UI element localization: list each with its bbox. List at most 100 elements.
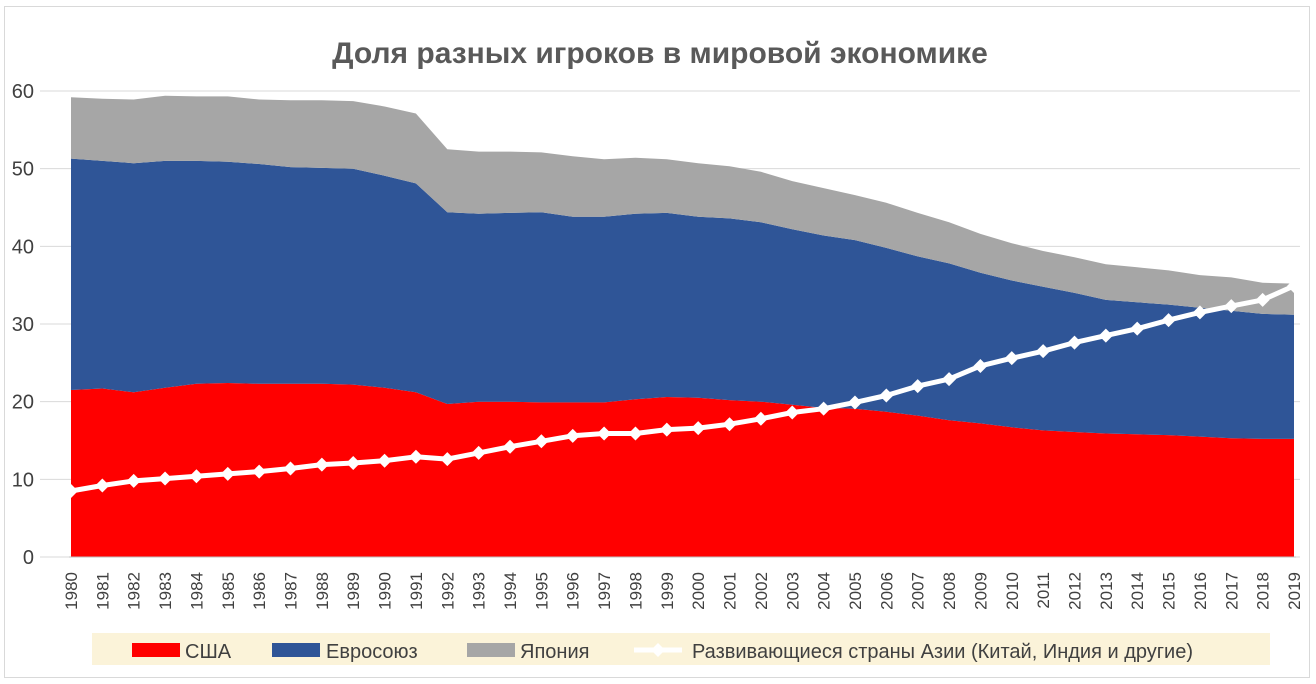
line-point-2000 — [691, 421, 706, 436]
area-series-2 — [71, 95, 1294, 315]
x-axis: 1980 1981 1982 1983 1984 1985 1986 1987 1988 1989… — [62, 556, 1304, 610]
x-tick-label: 2005 — [846, 572, 865, 610]
y-tick-label: 10 — [12, 469, 34, 491]
y-tick-label: 40 — [12, 236, 34, 258]
line-point-2017 — [1224, 299, 1239, 314]
y-tick-label: 0 — [23, 547, 34, 569]
legend-label-2: Япония — [520, 641, 589, 663]
line-series — [70, 283, 1296, 494]
line-point-2006 — [879, 388, 894, 403]
line-point-1989 — [346, 456, 361, 471]
x-tick-label: 1980 — [62, 572, 81, 610]
stacked-areas — [71, 95, 1294, 557]
x-tick-label: 2012 — [1065, 572, 1084, 610]
y-tick-label: 60 — [12, 81, 34, 103]
line-point-1995 — [534, 434, 549, 449]
legend-label-0: США — [185, 641, 232, 663]
line-point-1997 — [597, 426, 612, 441]
line-point-2008 — [942, 372, 957, 387]
line-point-2009 — [973, 358, 988, 373]
x-tick-label: 1995 — [532, 572, 551, 610]
y-tick-label: 20 — [12, 392, 34, 414]
line-point-1990 — [377, 453, 392, 468]
line-point-1984 — [189, 469, 204, 484]
line-point-1992 — [440, 452, 455, 467]
x-tick-label: 1991 — [407, 572, 426, 610]
legend-swatch-2 — [467, 643, 515, 657]
x-tick-label: 2008 — [940, 572, 959, 610]
x-tick-label: 1983 — [156, 572, 175, 610]
line-point-2002 — [753, 411, 768, 426]
line-point-2018 — [1255, 292, 1270, 307]
line-point-2013 — [1098, 328, 1113, 343]
x-tick-label: 2002 — [752, 572, 771, 610]
x-tick-label: 1999 — [658, 572, 677, 610]
x-tick-label: 1992 — [438, 572, 457, 610]
x-tick-label: 1986 — [250, 572, 269, 610]
x-tick-label: 1988 — [313, 572, 332, 610]
line-point-2005 — [847, 395, 862, 410]
x-tick-label: 2017 — [1222, 572, 1241, 610]
legend-swatch-marker — [651, 643, 665, 657]
x-tick-label: 1989 — [344, 572, 363, 610]
line-point-2010 — [1004, 351, 1019, 366]
line-point-1999 — [659, 422, 674, 437]
line-point-1998 — [628, 426, 643, 441]
line-point-1996 — [565, 428, 580, 443]
x-tick-label: 2000 — [689, 572, 708, 610]
area-series-0 — [71, 383, 1294, 557]
x-tick-label: 1998 — [626, 572, 645, 610]
line-point-1980 — [64, 483, 78, 498]
area-series-1 — [71, 158, 1294, 439]
legend-swatch-0 — [132, 643, 180, 657]
line-point-2003 — [785, 405, 800, 420]
line-point-1991 — [408, 449, 423, 464]
line-point-2015 — [1161, 313, 1176, 328]
x-tick-label: 2013 — [1097, 572, 1116, 610]
chart-frame — [4, 6, 1310, 678]
y-axis: 0 10 20 30 40 50 60 — [12, 81, 34, 569]
x-tick-label: 1993 — [470, 572, 489, 610]
line-point-1994 — [503, 439, 518, 454]
line-point-1993 — [471, 445, 486, 460]
x-tick-label: 2015 — [1160, 572, 1179, 610]
line-point-1983 — [158, 471, 173, 486]
line-point-1987 — [283, 461, 298, 476]
x-tick-label: 2003 — [783, 572, 802, 610]
x-tick-label: 1994 — [501, 572, 520, 610]
line-point-1988 — [314, 457, 329, 472]
line-point-1985 — [220, 466, 235, 481]
x-tick-label: 1997 — [595, 572, 614, 610]
line-point-2014 — [1130, 321, 1145, 336]
legend-label-3: Развивающиеся страны Азии (Китай, Индия … — [692, 641, 1193, 663]
line-point-2001 — [722, 417, 737, 432]
x-tick-label: 2004 — [815, 572, 834, 610]
y-tick-label: 30 — [12, 314, 34, 336]
x-tick-label: 2010 — [1003, 572, 1022, 610]
line-point-2012 — [1067, 335, 1082, 350]
x-tick-label: 2001 — [721, 572, 740, 610]
x-tick-label: 2018 — [1254, 572, 1273, 610]
x-tick-label: 1990 — [376, 572, 395, 610]
x-tick-label: 2011 — [1034, 572, 1053, 609]
legend-swatch-1 — [272, 643, 320, 657]
y-tick-label: 50 — [12, 159, 34, 181]
x-tick-label: 1981 — [93, 572, 112, 610]
legend: США Евросоюз Япония Развивающиеся страны Аз… — [92, 633, 1270, 665]
line-point-2016 — [1192, 305, 1207, 320]
line-point-2019 — [1287, 278, 1301, 293]
x-tick-label: 2009 — [971, 572, 990, 610]
x-tick-label: 2007 — [909, 572, 928, 610]
x-tick-label: 1982 — [125, 572, 144, 610]
x-tick-label: 2014 — [1128, 572, 1147, 610]
x-tick-label: 2006 — [877, 572, 896, 610]
legend-label-1: Евросоюз — [326, 641, 418, 663]
line-point-2004 — [816, 401, 831, 416]
line-point-1982 — [126, 473, 141, 488]
asia-line — [64, 278, 1301, 498]
chart-title: Доля разных игроков в мировой экономике — [332, 37, 988, 70]
x-tick-label: 2016 — [1191, 572, 1210, 610]
line-point-2007 — [910, 379, 925, 394]
x-tick-label: 1996 — [564, 572, 583, 610]
line-point-1981 — [95, 478, 110, 493]
